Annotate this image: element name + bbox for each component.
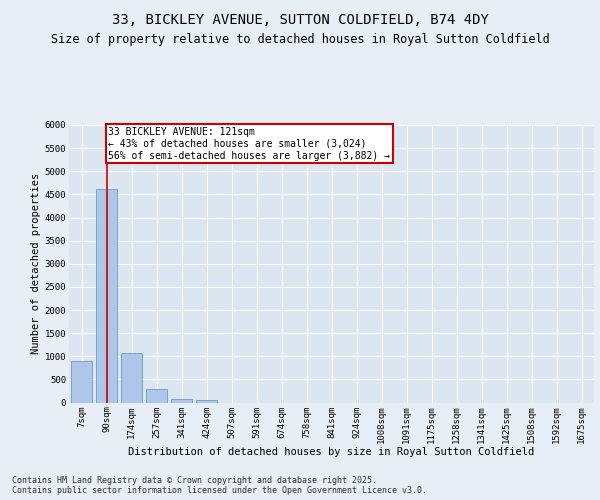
Bar	[146, 389, 167, 402]
X-axis label: Distribution of detached houses by size in Royal Sutton Coldfield: Distribution of detached houses by size …	[128, 447, 535, 457]
Bar	[121, 352, 142, 403]
Text: 33 BICKLEY AVENUE: 121sqm
← 43% of detached houses are smaller (3,024)
56% of se: 33 BICKLEY AVENUE: 121sqm ← 43% of detac…	[109, 128, 391, 160]
Bar	[96, 189, 117, 402]
Text: 33, BICKLEY AVENUE, SUTTON COLDFIELD, B74 4DY: 33, BICKLEY AVENUE, SUTTON COLDFIELD, B7…	[112, 12, 488, 26]
Bar	[71, 361, 92, 403]
Text: Size of property relative to detached houses in Royal Sutton Coldfield: Size of property relative to detached ho…	[50, 32, 550, 46]
Bar	[196, 400, 217, 402]
Text: Contains HM Land Registry data © Crown copyright and database right 2025.
Contai: Contains HM Land Registry data © Crown c…	[12, 476, 427, 495]
Y-axis label: Number of detached properties: Number of detached properties	[31, 173, 41, 354]
Bar	[171, 399, 192, 402]
